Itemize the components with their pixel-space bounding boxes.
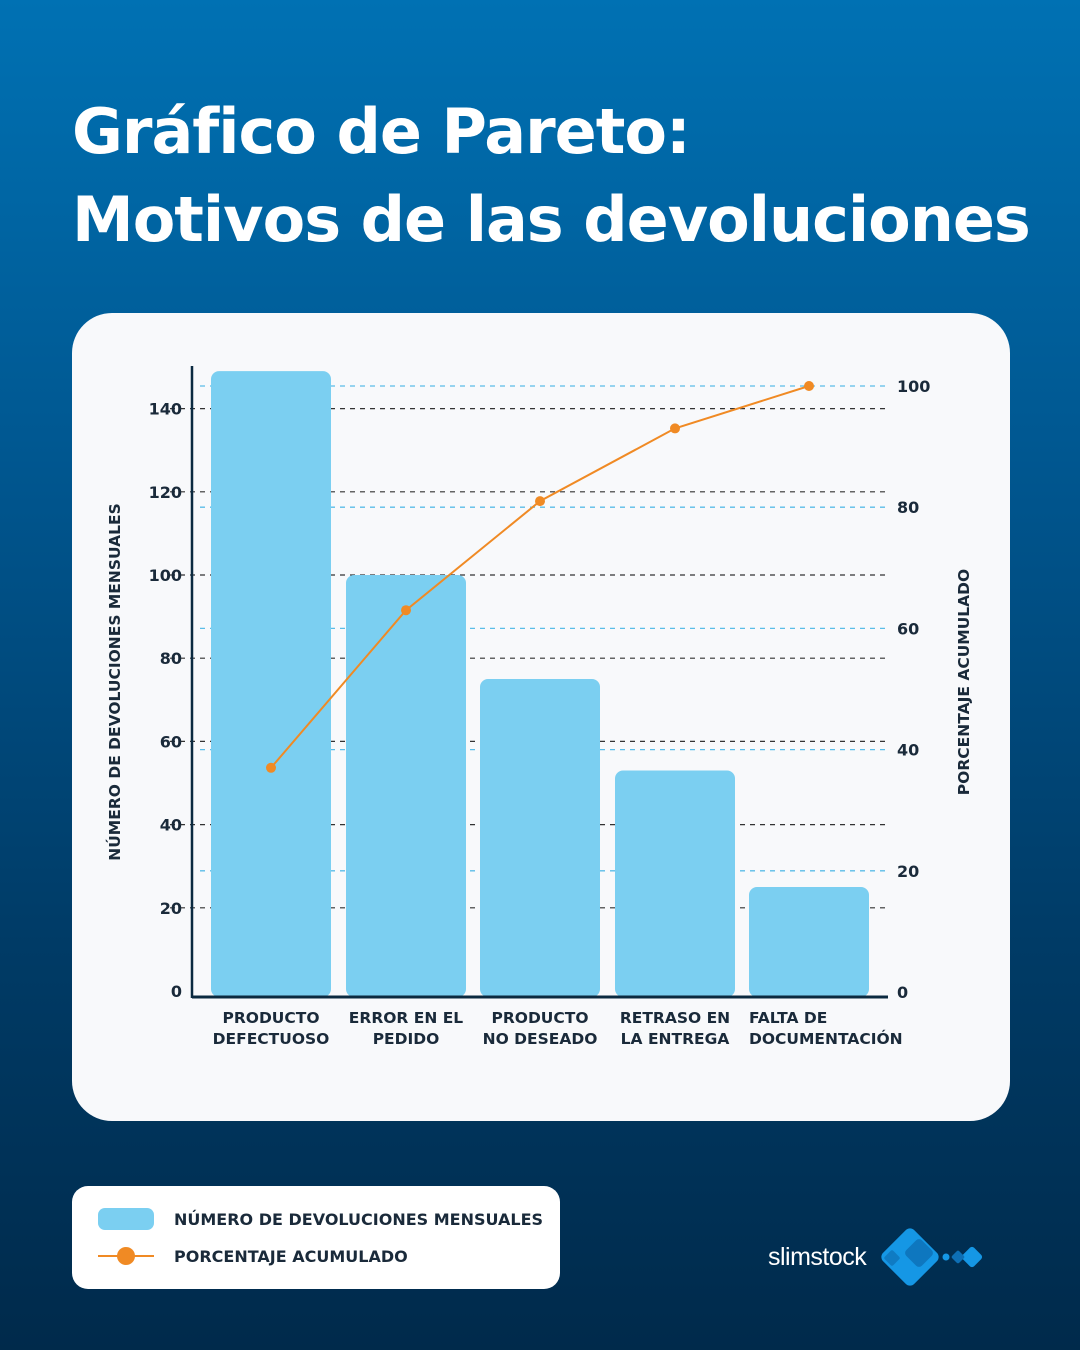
category-label: PEDIDO bbox=[373, 1030, 440, 1048]
diamond-logo-icon bbox=[881, 1228, 983, 1286]
bar bbox=[211, 371, 331, 997]
right-tick-label: 20 bbox=[897, 862, 919, 881]
bar bbox=[480, 679, 600, 997]
cumulative-point bbox=[266, 762, 276, 773]
bar bbox=[749, 887, 869, 997]
bar bbox=[346, 575, 466, 997]
bar bbox=[615, 770, 735, 997]
cumulative-point bbox=[535, 496, 545, 507]
right-tick-label: 60 bbox=[897, 619, 919, 638]
left-tick-label: 120 bbox=[149, 483, 182, 502]
category-label: DEFECTUOSO bbox=[213, 1030, 330, 1048]
category-label: FALTA DE bbox=[749, 1009, 827, 1027]
category-label: PRODUCTO bbox=[491, 1009, 588, 1027]
title-line-1: Gráfico de Pareto: bbox=[72, 95, 691, 168]
left-tick-label: 60 bbox=[160, 732, 182, 751]
legend-label: PORCENTAJE ACUMULADO bbox=[174, 1246, 408, 1266]
legend-item-bars: NÚMERO DE DEVOLUCIONES MENSUALES bbox=[98, 1208, 543, 1230]
legend-line-swatch bbox=[98, 1245, 154, 1267]
cumulative-point bbox=[401, 605, 411, 616]
right-tick-label: 80 bbox=[897, 498, 919, 517]
right-tick-label: 100 bbox=[897, 377, 930, 396]
right-tick-label: 0 bbox=[897, 983, 908, 1002]
left-tick-label: 20 bbox=[160, 899, 182, 918]
legend-item-line: PORCENTAJE ACUMULADO bbox=[98, 1245, 408, 1267]
category-label: DOCUMENTACIÓN bbox=[749, 1029, 903, 1048]
left-tick-label: 0 bbox=[171, 982, 182, 1001]
left-tick-label: 80 bbox=[160, 649, 182, 668]
right-tick-label: 40 bbox=[897, 741, 919, 760]
page-title: Gráfico de Pareto: Motivos de las devolu… bbox=[72, 88, 1031, 264]
category-label: PRODUCTO bbox=[222, 1009, 319, 1027]
category-label: ERROR EN EL bbox=[349, 1009, 464, 1027]
left-tick-label: 140 bbox=[149, 400, 182, 419]
legend: NÚMERO DE DEVOLUCIONES MENSUALES PORCENT… bbox=[72, 1186, 560, 1289]
category-label: LA ENTREGA bbox=[621, 1030, 730, 1048]
y-axis-label: NÚMERO DE DEVOLUCIONES MENSUALES bbox=[105, 503, 124, 861]
left-tick-label: 40 bbox=[160, 816, 182, 835]
y2-axis-label: PORCENTAJE ACUMULADO bbox=[955, 569, 973, 795]
slimstock-logo: slimstock bbox=[768, 1222, 990, 1292]
cumulative-point bbox=[804, 381, 814, 391]
category-label: RETRASO EN bbox=[620, 1009, 730, 1027]
cumulative-point bbox=[670, 423, 680, 434]
legend-label: NÚMERO DE DEVOLUCIONES MENSUALES bbox=[174, 1209, 544, 1229]
title-line-2: Motivos de las devoluciones bbox=[72, 183, 1031, 256]
legend-bar-swatch bbox=[98, 1208, 154, 1230]
category-label: NO DESEADO bbox=[483, 1030, 598, 1048]
logo-text: slimstock bbox=[768, 1242, 867, 1271]
left-tick-label: 100 bbox=[149, 566, 182, 585]
